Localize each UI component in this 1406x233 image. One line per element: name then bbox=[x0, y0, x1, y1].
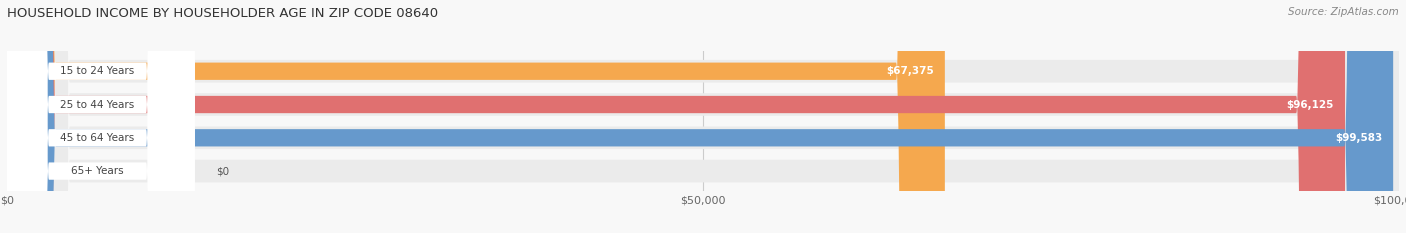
Text: 15 to 24 Years: 15 to 24 Years bbox=[60, 66, 135, 76]
FancyBboxPatch shape bbox=[7, 0, 1346, 233]
FancyBboxPatch shape bbox=[7, 0, 1399, 233]
FancyBboxPatch shape bbox=[0, 0, 195, 233]
Text: HOUSEHOLD INCOME BY HOUSEHOLDER AGE IN ZIP CODE 08640: HOUSEHOLD INCOME BY HOUSEHOLDER AGE IN Z… bbox=[7, 7, 439, 20]
Text: 25 to 44 Years: 25 to 44 Years bbox=[60, 99, 135, 110]
FancyBboxPatch shape bbox=[0, 0, 195, 233]
FancyBboxPatch shape bbox=[0, 0, 195, 233]
FancyBboxPatch shape bbox=[7, 0, 945, 233]
FancyBboxPatch shape bbox=[0, 0, 195, 233]
Text: $99,583: $99,583 bbox=[1334, 133, 1382, 143]
FancyBboxPatch shape bbox=[7, 0, 1399, 233]
FancyBboxPatch shape bbox=[7, 0, 1399, 233]
Text: $67,375: $67,375 bbox=[886, 66, 934, 76]
Text: 45 to 64 Years: 45 to 64 Years bbox=[60, 133, 135, 143]
FancyBboxPatch shape bbox=[7, 0, 1399, 233]
Text: $96,125: $96,125 bbox=[1286, 99, 1334, 110]
Text: $0: $0 bbox=[217, 166, 229, 176]
FancyBboxPatch shape bbox=[7, 0, 1393, 233]
Text: Source: ZipAtlas.com: Source: ZipAtlas.com bbox=[1288, 7, 1399, 17]
Text: 65+ Years: 65+ Years bbox=[72, 166, 124, 176]
